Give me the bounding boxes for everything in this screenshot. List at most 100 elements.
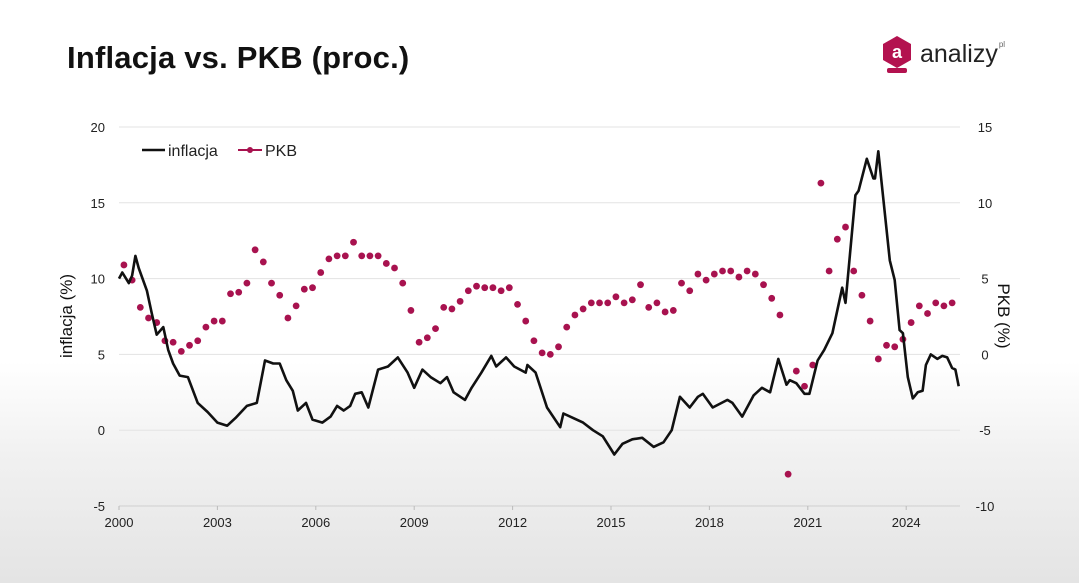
x-tick-label: 2003 [203,515,232,530]
pkb-point [850,267,858,275]
pkb-point [776,311,784,319]
pkb-point [120,261,128,269]
pkb-point [440,304,448,311]
pkb-point [645,304,653,311]
pkb-point [341,252,349,260]
pkb-point [456,297,464,305]
pkb-point [415,338,423,346]
pkb-point [702,276,710,284]
analizy-logo: a analizy pl [880,34,1005,74]
pkb-point [768,294,776,302]
pkb-point [202,323,210,331]
page-title: Inflacja vs. PKB (proc.) [67,40,410,75]
right-axis-label: PKB (%) [994,283,1013,348]
pkb-point [243,279,251,287]
pkb-point [932,299,940,307]
x-tick-label: 2012 [498,515,527,530]
x-tick-label: 2009 [400,515,429,530]
pkb-point [374,252,382,260]
pkb-point [317,269,325,276]
pkb-point [801,382,808,390]
pkb-point [350,238,357,246]
y-tick-label: 15 [91,196,105,211]
pkb-point [268,279,275,287]
pkb-point [382,260,390,267]
pkb-point [538,349,546,357]
pkb-point [825,267,833,275]
pkb-point [866,317,874,325]
svg-text:a: a [892,42,903,62]
pkb-point [669,307,677,314]
pkb-point [514,300,521,308]
pkb-point [784,470,792,478]
pkb-point [735,273,743,281]
pkb-point [907,319,915,326]
pkb-series [120,179,956,478]
gridlines [119,126,960,507]
pkb-point [555,343,562,351]
pkb-point [620,299,628,307]
pkb-point [817,179,825,187]
pkb-point [251,246,259,254]
pkb-point [210,317,218,325]
pkb-point [145,314,152,322]
x-axis-ticks: 2000 2003 2006 2009 2012 2015 2018 2021 2024 [105,506,921,530]
pkb-point [637,281,644,289]
pkb-point [522,317,530,325]
left-axis-ticks: -5 0 5 10 15 20 [91,120,105,514]
x-tick-label: 2024 [892,515,921,530]
y-tick-label: 20 [91,120,105,135]
pkb-point [760,281,767,289]
pkb-point [497,287,505,295]
pkb-point [276,291,284,299]
legend-pkb-marker [247,147,253,153]
pkb-point [505,284,513,292]
pkb-point [833,235,841,243]
pkb-point [333,252,341,260]
pkb-point [423,334,431,342]
pkb-point [710,270,718,278]
x-tick-label: 2015 [597,515,626,530]
pkb-point [481,284,489,292]
y-tick-label: 0 [98,423,105,438]
logo-mark-icon: a [883,36,911,73]
legend: inflacja PKB [142,143,297,160]
pkb-point [842,223,849,231]
pkb-point [694,270,702,278]
y2-tick-label: -10 [976,499,995,514]
y2-tick-label: 15 [978,120,992,135]
pkb-point [194,337,202,345]
y2-tick-label: 0 [981,347,988,362]
pkb-point [891,343,899,351]
pkb-point [579,305,587,313]
pkb-point [177,347,185,355]
pkb-point [432,325,439,333]
pkb-point [727,267,735,275]
pkb-point [563,323,571,331]
pkb-point [678,279,685,287]
pkb-point [612,293,620,301]
legend-inflacja-label: inflacja [168,143,218,160]
pkb-point [448,305,456,313]
pkb-point [596,299,603,307]
right-axis-ticks: -10 -5 0 5 10 15 [976,120,995,514]
pkb-point [571,311,579,319]
pkb-point [751,270,759,278]
pkb-point [292,302,300,310]
pkb-point [169,338,177,346]
pkb-point [858,291,866,299]
y2-tick-label: 10 [978,196,992,211]
pkb-point [309,284,316,292]
pkb-point [530,337,538,345]
pkb-point [915,302,923,310]
pkb-point [399,279,407,287]
pkb-point [792,367,800,375]
left-axis-label: inflacja (%) [57,274,76,358]
pkb-point [325,255,333,263]
pkb-point [743,267,751,275]
pkb-point [391,264,398,272]
pkb-point [940,302,948,310]
pkb-point [924,310,931,317]
pkb-point [948,299,956,307]
